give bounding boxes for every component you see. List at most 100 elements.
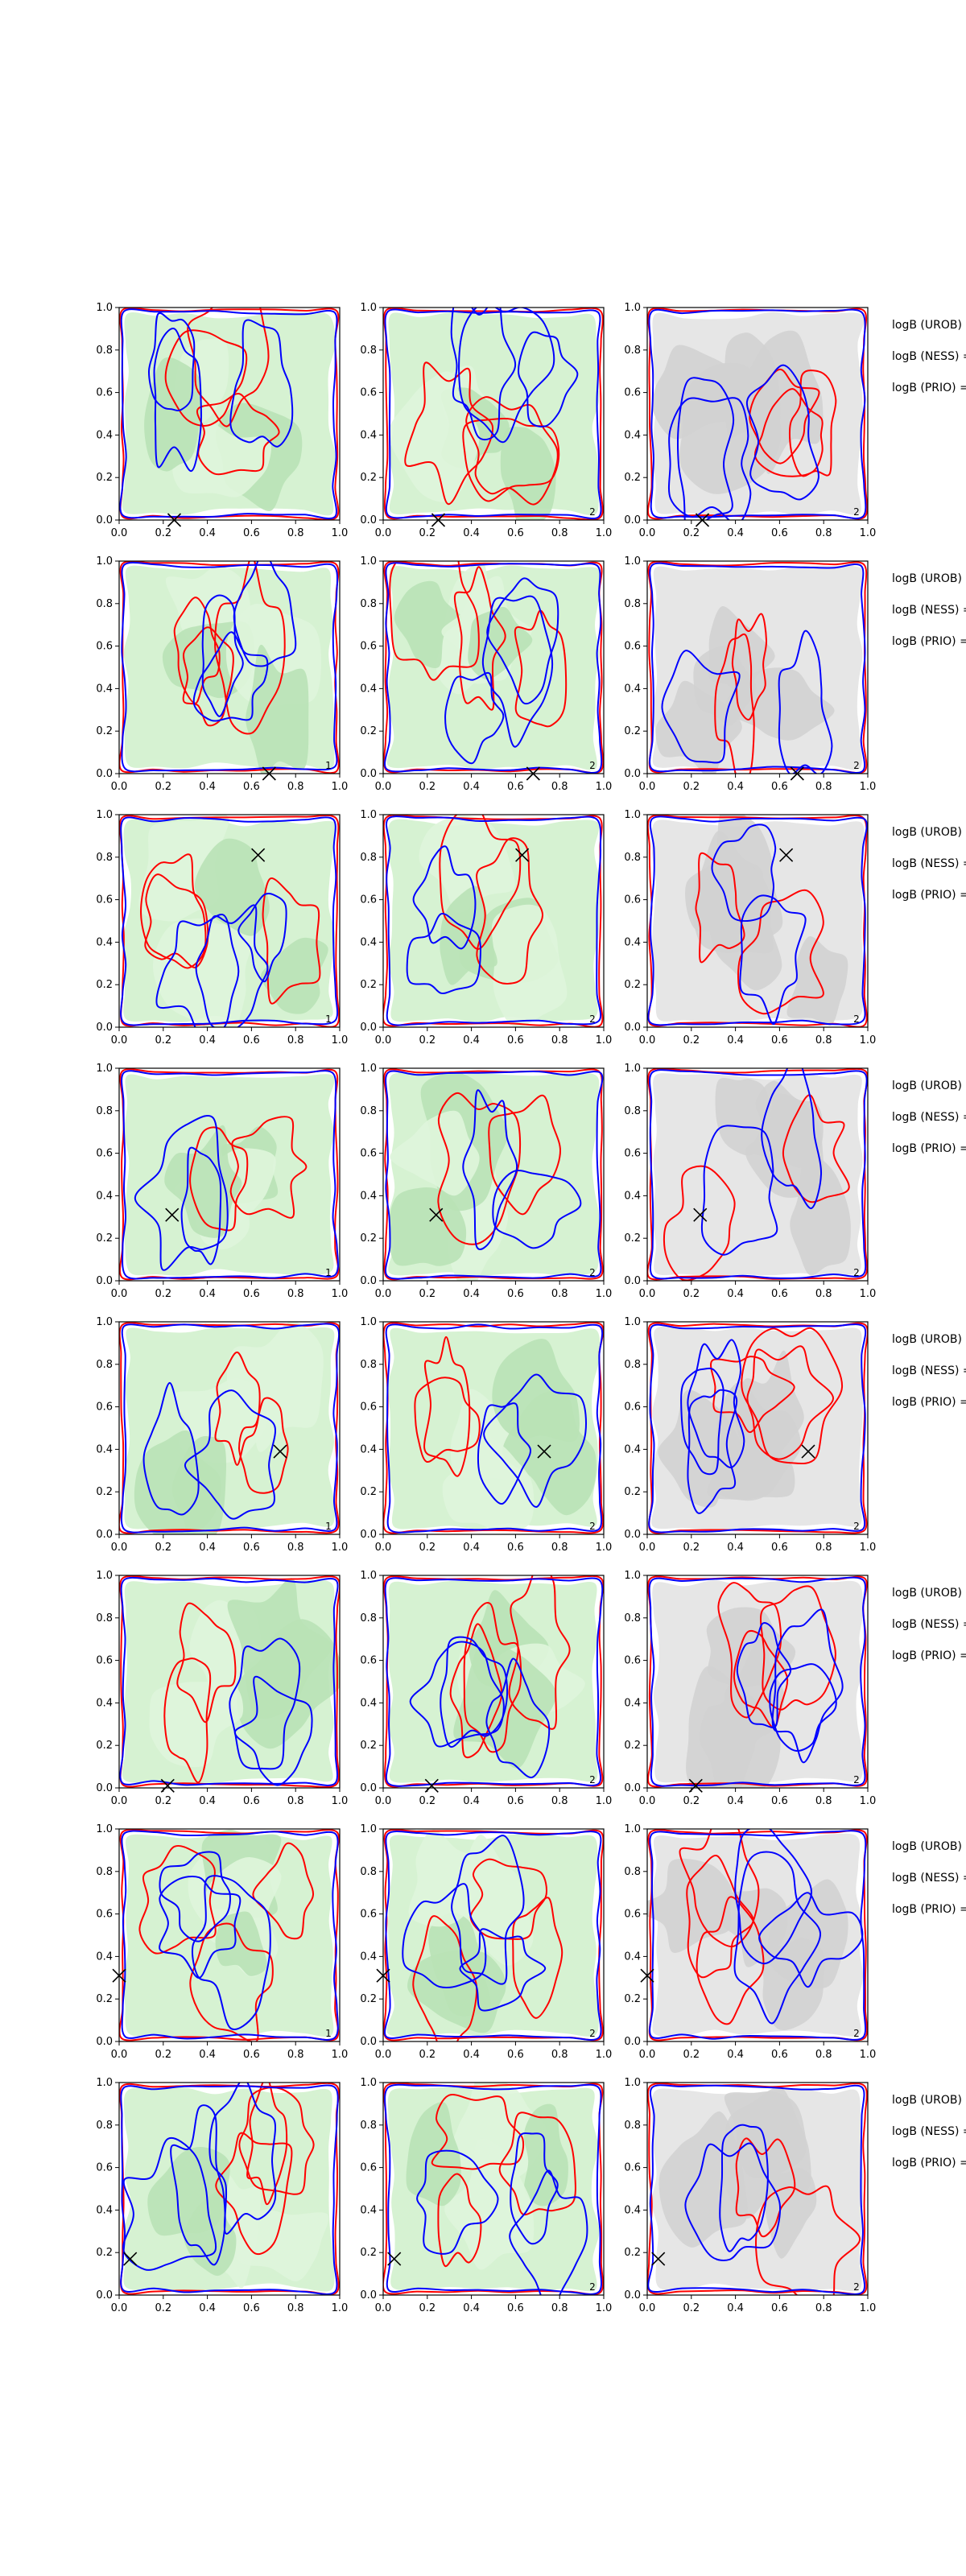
panel-plot-area — [383, 1829, 604, 2041]
y-tick-label: 0.6 — [96, 1909, 113, 1921]
blue-contour-line — [518, 331, 579, 427]
x-tick-label: 0.0 — [111, 2302, 128, 2314]
y-tick-label: 0.6 — [360, 387, 377, 399]
filled-contour-region — [144, 357, 202, 472]
axes-frame — [382, 307, 605, 521]
x-tick-label: 0.8 — [287, 1795, 304, 1807]
y-tick-label: 0.4 — [96, 429, 113, 441]
y-tick-label: 0.6 — [96, 1655, 113, 1667]
blue-contour-line — [122, 2136, 217, 2271]
y-tick-label: 0.6 — [624, 894, 641, 906]
filled-contour-region — [658, 2111, 748, 2248]
filled-contour-region — [444, 2138, 535, 2270]
y-tick-label: 0.0 — [624, 768, 641, 780]
filled-contour-region — [786, 936, 848, 1026]
x-tick-label: 0.2 — [683, 1795, 700, 1807]
x-tick-label: 1.0 — [332, 781, 349, 793]
x-tick-label: 0.6 — [507, 527, 524, 539]
x-tick-label: 0.4 — [199, 2302, 216, 2314]
y-tick-label: 0.2 — [360, 725, 377, 737]
y-tick-label: 0.8 — [96, 598, 113, 610]
filled-contour-region — [406, 2102, 461, 2207]
y-tick-label: 0.2 — [96, 1486, 113, 1498]
y-tick-label: 0.0 — [96, 2036, 113, 2048]
y-tick-label: 0.6 — [624, 1402, 641, 1414]
blue-contour-outer — [648, 308, 867, 519]
x-tick-label: 0.4 — [199, 1034, 216, 1046]
y-tick-label: 0.6 — [96, 641, 113, 653]
panel-corner-label: 2 — [853, 760, 860, 771]
logb-label: logB (PRIO) = — [892, 2157, 966, 2169]
red-contour-line — [140, 853, 207, 969]
axes-frame — [646, 560, 869, 774]
red-contour-line — [437, 1092, 522, 1245]
blue-contour-line — [687, 1339, 745, 1469]
blue-contour-line — [409, 1641, 505, 1748]
y-tick-label: 1.0 — [96, 1063, 113, 1075]
logb-label: logB (UROB) = — [892, 826, 966, 839]
panel-plot-area — [383, 815, 604, 1027]
red-contour-line — [469, 1858, 547, 1940]
y-tick-label: 0.8 — [360, 1612, 377, 1624]
y-tick-label: 0.4 — [96, 683, 113, 695]
blue-contour-line — [485, 1657, 551, 1778]
y-tick-label: 0.8 — [360, 345, 377, 357]
axes-frame — [646, 1828, 869, 2042]
panel-r1-c3: 0.0 0.2 0.4 0.6 0.8 1.00.00.20.40.60.81.02 — [624, 302, 877, 539]
red-contour-line — [465, 396, 559, 506]
x-tick-label: 0.8 — [815, 1542, 832, 1554]
red-contour-line — [741, 1327, 844, 1465]
x-tick-label: 0.4 — [463, 781, 480, 793]
marker-x — [273, 1444, 287, 1459]
y-tick-label: 0.0 — [360, 768, 377, 780]
y-tick-label: 0.8 — [624, 345, 641, 357]
panel-corner-label: 2 — [853, 506, 860, 518]
x-tick-label: 0.2 — [155, 1795, 171, 1807]
y-tick-label: 0.4 — [360, 936, 377, 948]
blue-contour-line — [739, 894, 807, 1026]
x-tick-label: 1.0 — [860, 527, 877, 539]
y-tick-label: 0.4 — [96, 1443, 113, 1455]
axes-frame — [382, 2082, 605, 2296]
x-tick-label: 0.8 — [815, 527, 832, 539]
filled-contour-region — [394, 580, 462, 668]
blue-contour-line — [481, 595, 554, 748]
panel-corner-label: 1 — [325, 1521, 332, 1532]
x-tick-label: 1.0 — [860, 1542, 877, 1554]
red-contour-line — [514, 609, 568, 728]
red-contour-line — [737, 889, 824, 1015]
x-tick-label: 0.2 — [155, 1542, 171, 1554]
marker-x — [387, 2252, 402, 2266]
filled-contour-region — [523, 2103, 568, 2207]
panel-plot-area — [119, 1829, 340, 2041]
blue-contour-line — [761, 1068, 823, 1209]
x-tick-label: 0.0 — [639, 1795, 656, 1807]
y-tick-label: 0.0 — [360, 514, 377, 526]
blue-contour-outer — [121, 561, 339, 773]
axes-frame — [646, 307, 869, 521]
x-tick-label: 0.0 — [111, 527, 128, 539]
panel-r7-c2: 0.0 0.2 0.4 0.6 0.8 1.00.00.20.40.60.81.02 — [360, 1823, 612, 2061]
x-tick-label: 0.0 — [639, 1542, 656, 1554]
panel-r8-c1: 0.0 0.2 0.4 0.6 0.8 1.0 0.0 0.2 0.4 0.6 0.8 1.0 — [96, 2077, 348, 2314]
x-tick-label: 0.4 — [199, 1542, 216, 1554]
x-tick-label: 1.0 — [596, 2302, 613, 2314]
logb-label: logB (PRIO) = — [892, 889, 966, 902]
y-tick-label: 1.0 — [624, 809, 641, 821]
x-tick-label: 0.0 — [111, 1034, 128, 1046]
red-contour-line — [176, 1602, 237, 1724]
red-contour-line — [755, 2185, 861, 2295]
red-contour-outer — [383, 815, 604, 1027]
y-tick-label: 0.2 — [624, 1486, 641, 1498]
x-tick-label: 1.0 — [596, 781, 613, 793]
panel-plot-area — [647, 2083, 868, 2295]
red-contour-line — [695, 852, 745, 964]
red-contour-line — [215, 2132, 293, 2256]
x-tick-label: 0.4 — [727, 527, 744, 539]
y-tick-label: 0.4 — [624, 936, 641, 948]
blue-contour-line — [451, 1835, 525, 1985]
x-tick-label: 0.6 — [507, 781, 524, 793]
marker-x — [779, 848, 794, 862]
x-tick-label: 0.4 — [199, 527, 216, 539]
